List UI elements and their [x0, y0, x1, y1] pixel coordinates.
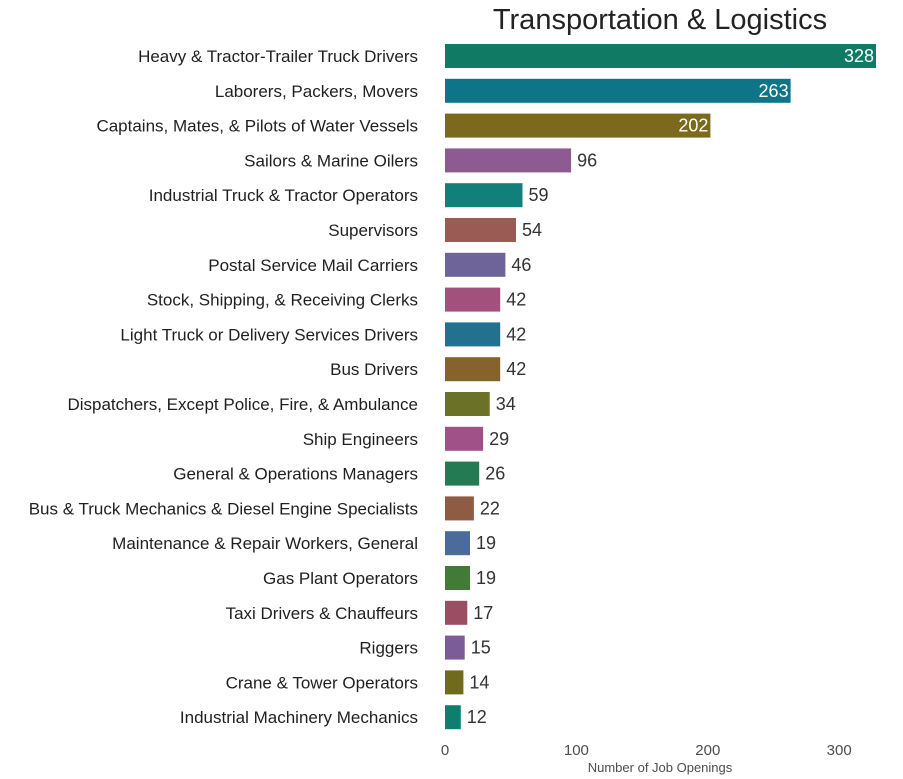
x-axis-ticks: 0 100 200 300 — [441, 742, 852, 759]
bar — [445, 531, 470, 556]
bar — [445, 113, 711, 138]
bar — [445, 496, 474, 521]
x-tick-label: 0 — [441, 742, 449, 759]
value-label: 34 — [496, 394, 516, 414]
x-axis-title: Number of Job Openings — [588, 760, 733, 775]
bar — [445, 600, 468, 625]
x-tick-label: 100 — [564, 742, 589, 759]
category-label: Taxi Drivers & Chauffeurs — [226, 604, 418, 623]
bar — [445, 287, 501, 312]
value-label: 59 — [529, 185, 549, 205]
category-label: Captains, Mates, & Pilots of Water Vesse… — [96, 117, 418, 136]
value-label: 15 — [471, 638, 491, 658]
value-label: 202 — [678, 116, 708, 136]
x-tick-label: 200 — [695, 742, 720, 759]
category-label: Gas Plant Operators — [263, 569, 418, 588]
bar — [445, 635, 465, 660]
bar — [445, 705, 461, 730]
value-label: 42 — [506, 359, 526, 379]
bar — [445, 148, 572, 173]
category-label: Ship Engineers — [303, 430, 418, 449]
value-label: 22 — [480, 498, 500, 518]
value-label: 19 — [476, 533, 496, 553]
value-label: 17 — [473, 603, 493, 623]
category-label: Maintenance & Repair Workers, General — [112, 534, 418, 553]
value-label: 96 — [577, 150, 597, 170]
value-label: 26 — [485, 464, 505, 484]
bar — [445, 218, 516, 242]
category-label: Light Truck or Delivery Services Drivers — [120, 325, 418, 344]
category-label: Postal Service Mail Carriers — [208, 256, 418, 275]
category-label: Dispatchers, Except Police, Fire, & Ambu… — [67, 395, 418, 414]
value-label: 42 — [506, 290, 526, 310]
chart-title: Transportation & Logistics — [493, 4, 827, 36]
bar — [445, 670, 464, 695]
category-labels: Heavy & Tractor-Trailer Truck Drivers Lab… — [29, 47, 418, 727]
value-label: 46 — [511, 255, 531, 275]
category-label: Bus Drivers — [330, 360, 418, 379]
bar — [445, 392, 490, 416]
value-label: 19 — [476, 568, 496, 588]
bar — [445, 44, 876, 68]
category-label: Laborers, Packers, Movers — [215, 82, 418, 101]
category-label: Stock, Shipping, & Receiving Clerks — [147, 291, 418, 310]
value-label: 54 — [522, 220, 542, 240]
category-label: General & Operations Managers — [173, 465, 418, 484]
value-label: 263 — [759, 81, 789, 101]
value-label: 42 — [506, 324, 526, 344]
value-label: 328 — [844, 46, 874, 66]
x-tick-label: 300 — [827, 742, 852, 759]
category-label: Crane & Tower Operators — [226, 673, 418, 692]
bar — [445, 78, 791, 103]
category-label: Riggers — [359, 639, 418, 658]
bar — [445, 461, 480, 486]
value-label: 12 — [467, 707, 487, 727]
value-label: 29 — [489, 429, 509, 449]
category-label: Sailors & Marine Oilers — [244, 151, 418, 170]
category-label: Supervisors — [328, 221, 418, 240]
value-label: 14 — [469, 672, 489, 692]
category-label: Bus & Truck Mechanics & Diesel Engine Sp… — [29, 499, 418, 518]
value-labels: 328 263 202 96 59 54 46 42 42 42 34 29 26 22 19 19 17 15 1… — [467, 46, 874, 727]
bar — [445, 426, 484, 451]
bar — [445, 357, 501, 382]
category-label: Heavy & Tractor-Trailer Truck Drivers — [138, 47, 418, 66]
bar — [445, 566, 470, 590]
bar — [445, 252, 506, 277]
category-label: Industrial Truck & Tractor Operators — [149, 186, 418, 205]
bar — [445, 322, 501, 347]
category-label: Industrial Machinery Mechanics — [180, 708, 418, 727]
bars-layer — [445, 44, 876, 730]
bar — [445, 183, 523, 208]
